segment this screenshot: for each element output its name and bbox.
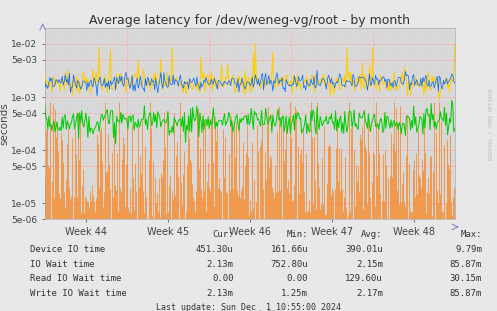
Text: Avg:: Avg: — [361, 230, 383, 239]
Text: 9.79m: 9.79m — [455, 245, 482, 254]
Text: 2.13m: 2.13m — [207, 289, 234, 298]
Text: 390.01u: 390.01u — [345, 245, 383, 254]
Text: Munin 2.0.75: Munin 2.0.75 — [221, 310, 276, 311]
Text: Cur:: Cur: — [212, 230, 234, 239]
Text: 2.15m: 2.15m — [356, 260, 383, 268]
Text: Write IO Wait time: Write IO Wait time — [30, 289, 127, 298]
Text: Last update: Sun Dec  1 10:55:00 2024: Last update: Sun Dec 1 10:55:00 2024 — [156, 303, 341, 311]
Text: 0.00: 0.00 — [287, 274, 308, 283]
Text: 85.87m: 85.87m — [450, 260, 482, 268]
Text: 129.60u: 129.60u — [345, 274, 383, 283]
Text: Device IO time: Device IO time — [30, 245, 105, 254]
Text: Min:: Min: — [287, 230, 308, 239]
Text: 85.87m: 85.87m — [450, 289, 482, 298]
Text: 0.00: 0.00 — [212, 274, 234, 283]
Text: Read IO Wait time: Read IO Wait time — [30, 274, 121, 283]
Text: 1.25m: 1.25m — [281, 289, 308, 298]
Text: 752.80u: 752.80u — [270, 260, 308, 268]
Y-axis label: seconds: seconds — [0, 102, 9, 145]
Text: 2.17m: 2.17m — [356, 289, 383, 298]
Title: Average latency for /dev/weneg-vg/root - by month: Average latency for /dev/weneg-vg/root -… — [89, 14, 410, 27]
Text: 2.13m: 2.13m — [207, 260, 234, 268]
Text: IO Wait time: IO Wait time — [30, 260, 94, 268]
Text: 30.15m: 30.15m — [450, 274, 482, 283]
Text: RRDTOOL / TOBI OETIKER: RRDTOOL / TOBI OETIKER — [489, 89, 494, 160]
Text: 451.30u: 451.30u — [196, 245, 234, 254]
Text: Max:: Max: — [461, 230, 482, 239]
Text: 161.66u: 161.66u — [270, 245, 308, 254]
